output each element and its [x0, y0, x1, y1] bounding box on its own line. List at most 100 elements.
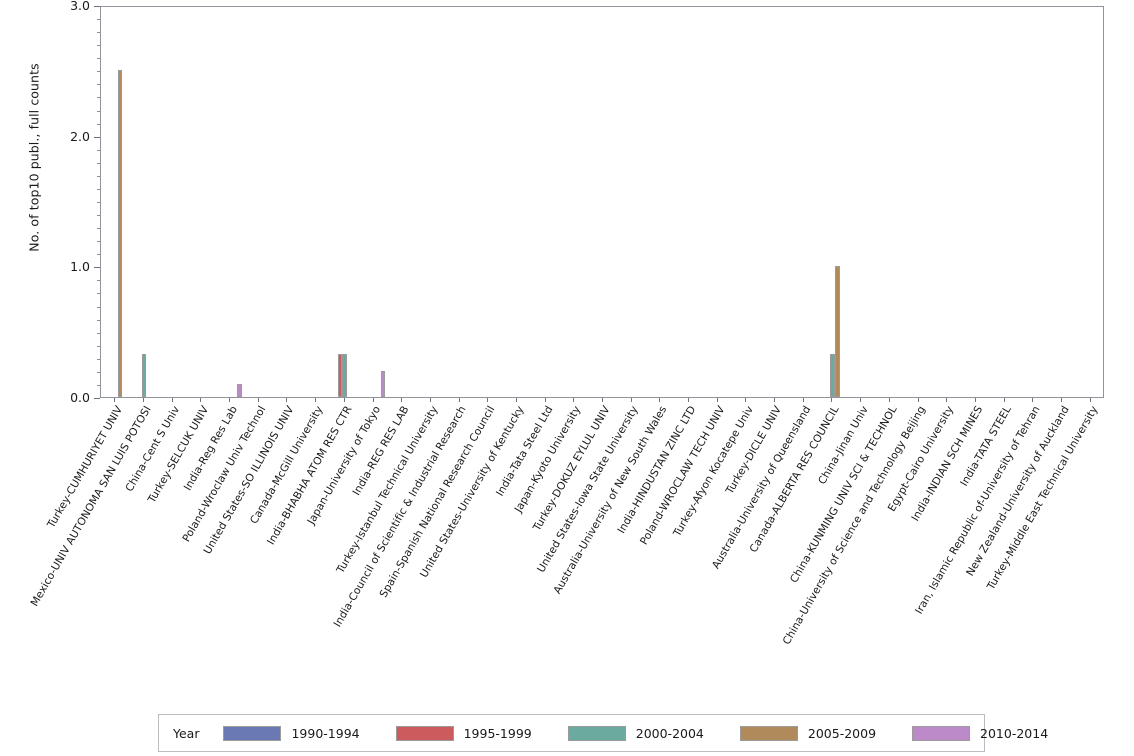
bar	[141, 353, 147, 397]
x-tick-mark	[831, 398, 833, 402]
x-tick-mark	[171, 398, 173, 402]
legend-swatch	[395, 725, 454, 741]
legend-swatch	[223, 725, 282, 741]
bar	[237, 383, 242, 397]
y-tick-minor	[96, 97, 100, 99]
y-tick-minor	[96, 32, 100, 34]
y-tick-minor	[96, 110, 100, 112]
x-tick-mark	[602, 398, 603, 402]
x-tick-mark	[946, 398, 948, 402]
x-tick-mark	[315, 398, 317, 402]
x-tick-mark	[257, 398, 259, 402]
x-tick-mark	[860, 398, 862, 402]
legend-entry[interactable]: 2000-2004	[567, 725, 704, 741]
y-tick-minor	[96, 45, 100, 47]
x-tick-mark	[458, 398, 460, 402]
y-tick-minor	[96, 306, 100, 308]
legend-entry[interactable]: 1990-1994	[223, 725, 360, 741]
legend-swatch	[739, 725, 798, 741]
bars-layer	[101, 7, 1103, 397]
y-tick-minor	[96, 188, 100, 190]
x-tick-mark	[774, 398, 776, 402]
x-tick-mark	[286, 398, 288, 402]
y-tick-minor	[96, 293, 100, 295]
y-tick-minor	[96, 241, 100, 243]
y-tick-minor	[96, 58, 100, 60]
y-tick-mark	[94, 267, 100, 269]
y-tick-label: 3.0	[70, 0, 90, 13]
x-tick-mark	[630, 398, 632, 402]
y-tick-mark	[94, 136, 100, 138]
bar	[342, 353, 348, 397]
y-tick-label: 1.0	[70, 259, 90, 275]
x-tick-label: China-University of Science and Technolo…	[780, 404, 928, 647]
y-tick-minor	[96, 215, 100, 217]
legend-swatch	[567, 725, 626, 741]
x-tick-mark	[1060, 398, 1062, 402]
y-tick-minor	[96, 19, 100, 21]
y-tick-minor	[96, 71, 100, 73]
legend-label: 2000-2004	[635, 725, 704, 741]
y-tick-minor	[96, 358, 100, 360]
bar	[830, 353, 835, 397]
y-tick-minor	[96, 280, 100, 282]
y-tick-label: 2.0	[70, 128, 90, 144]
y-tick-minor	[96, 123, 100, 125]
y-tick-minor	[96, 345, 100, 347]
y-tick-mark	[94, 398, 100, 399]
x-tick-mark	[1032, 398, 1034, 402]
x-tick-mark	[143, 398, 145, 402]
legend-entry[interactable]: 2005-2009	[739, 725, 877, 741]
bar	[834, 266, 840, 397]
plot-area	[100, 6, 1104, 398]
legend-swatch	[912, 725, 971, 741]
y-tick-minor	[96, 228, 100, 230]
x-tick-mark	[429, 398, 431, 402]
x-tick-mark	[343, 398, 345, 402]
y-tick-minor	[96, 84, 100, 86]
x-tick-mark	[974, 398, 976, 402]
legend-label: 2005-2009	[807, 725, 877, 741]
legend-title: Year	[173, 725, 200, 741]
y-axis-label: No. of top10 publ., full counts	[26, 63, 42, 252]
y-tick-minor	[96, 332, 100, 334]
x-tick-mark	[917, 398, 919, 402]
x-tick-mark	[659, 398, 661, 402]
legend-label: 2010-2014	[980, 725, 1049, 741]
x-tick-mark	[1089, 398, 1091, 402]
x-tick-mark	[515, 398, 517, 402]
x-tick-label: China-Cent S Univ	[123, 404, 183, 494]
x-tick-mark	[544, 398, 546, 402]
x-tick-mark	[888, 398, 890, 402]
y-tick-label: 0.0	[70, 390, 90, 405]
x-tick-label: Turkey-Middle East Technical University	[984, 404, 1101, 592]
legend-label: 1990-1994	[291, 725, 360, 741]
y-tick-minor	[96, 319, 100, 321]
x-tick-mark	[745, 398, 747, 402]
y-tick-minor	[96, 162, 100, 164]
y-tick-minor	[96, 202, 100, 203]
legend-entries: 1990-1994 1995-1999 2000-2004 2005-2009 2010…	[223, 725, 1084, 741]
legend: Year 1990-1994 1995-1999 2000-2004 2005-200…	[158, 714, 1048, 752]
legend-entry[interactable]: 1995-1999	[395, 725, 532, 741]
x-tick-mark	[229, 398, 231, 402]
x-tick-mark	[487, 398, 489, 402]
y-tick-minor	[96, 254, 100, 256]
x-tick-mark	[372, 398, 374, 402]
x-tick-mark	[200, 398, 202, 402]
legend-entry[interactable]: 2010-2014	[912, 725, 1049, 741]
x-tick-mark	[802, 398, 804, 402]
bar	[117, 70, 123, 397]
y-tick-minor	[96, 149, 100, 151]
y-tick-minor	[96, 371, 100, 373]
x-tick-mark	[716, 398, 718, 402]
x-tick-mark	[1003, 398, 1005, 402]
y-tick-minor	[96, 175, 100, 177]
legend-label: 1995-1999	[463, 725, 532, 741]
x-tick-label: Mexico-UNIV AUTONOMA SAN LUIS POTOSI	[28, 404, 154, 609]
x-tick-mark	[573, 398, 575, 402]
y-tick-minor	[96, 384, 100, 386]
x-tick-mark	[688, 398, 690, 402]
x-tick-mark	[114, 398, 116, 402]
